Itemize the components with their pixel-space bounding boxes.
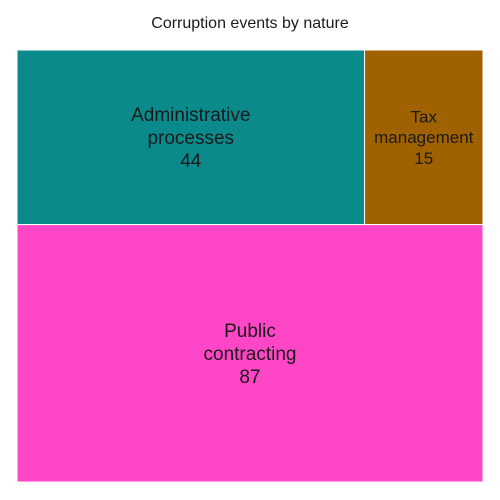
tile-label-line: processes: [147, 128, 234, 149]
tile-label-line: Public: [224, 321, 276, 342]
tile-label-line: Tax: [411, 107, 438, 126]
tile-label-line: contracting: [204, 344, 297, 365]
tile-label-line: Administrative: [131, 105, 250, 126]
tile-tax-management: Tax management 15: [364, 49, 484, 226]
tile-rect-public-contracting: [16, 224, 484, 483]
tile-value-label: 15: [414, 149, 433, 168]
chart-title: Corruption events by nature: [151, 15, 349, 32]
tile-value-label: 44: [180, 151, 202, 172]
tile-label-line: management: [374, 128, 474, 147]
tile-value-label: 87: [239, 367, 260, 388]
